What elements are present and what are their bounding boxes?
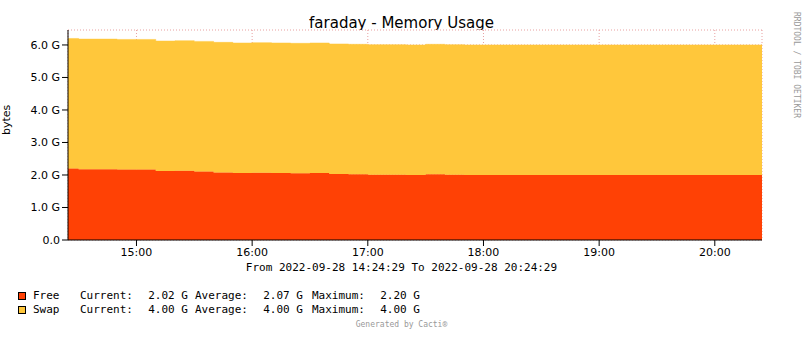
html-text:4.00 G: 4.00 G: [148, 303, 188, 316]
html-text:faraday - Memory Usage: faraday - Memory Usage: [309, 14, 494, 32]
html-text:Swap: Swap: [33, 303, 60, 316]
html-text:Generated by Cacti®: Generated by Cacti®: [355, 320, 448, 329]
svg-text:1.0 G: 1.0 G: [30, 201, 60, 214]
html-text:2.02 G: 2.02 G: [148, 289, 188, 302]
html-text:From 2022-09-28 14:24:29 To 20: From 2022-09-28 14:24:29 To 2022-09-28 2…: [245, 261, 558, 274]
html-text:Average:: Average:: [195, 289, 248, 302]
svg-text:16:00: 16:00: [236, 246, 268, 259]
html-text:Current:: Current:: [80, 303, 133, 316]
html-text:4.00 G: 4.00 G: [263, 303, 303, 316]
svg-text:bytes: bytes: [8, 104, 13, 135]
html-text:4.00 G: 4.00 G: [380, 303, 420, 316]
svg-text:6.0 G: 6.0 G: [30, 39, 60, 52]
html-text:Maximum:: Maximum:: [312, 289, 365, 302]
html-text:RRDTOOL / TOBI OETIKER: RRDTOOL / TOBI OETIKER: [792, 12, 801, 118]
html-text:Current:: Current:: [80, 289, 133, 302]
html-text:Average:: Average:: [195, 303, 248, 316]
svg-text:19:00: 19:00: [583, 246, 615, 259]
svg-text:17:00: 17:00: [352, 246, 384, 259]
html-text:Free: Free: [33, 289, 60, 302]
svg-text:5.0 G: 5.0 G: [30, 71, 60, 84]
svg-text:18:00: 18:00: [468, 246, 500, 259]
html-text:2.07 G: 2.07 G: [263, 289, 303, 302]
svg-text:2.0 G: 2.0 G: [30, 169, 60, 182]
svg-text:4.0 G: 4.0 G: [30, 104, 60, 117]
html-text:Maximum:: Maximum:: [312, 303, 365, 316]
svg-text:15:00: 15:00: [121, 246, 153, 259]
svg-text:0.0: 0.0: [43, 234, 61, 247]
svg-text:20:00: 20:00: [699, 246, 731, 259]
svg-text:3.0 G: 3.0 G: [30, 136, 60, 149]
html-text:2.20 G: 2.20 G: [380, 289, 420, 302]
